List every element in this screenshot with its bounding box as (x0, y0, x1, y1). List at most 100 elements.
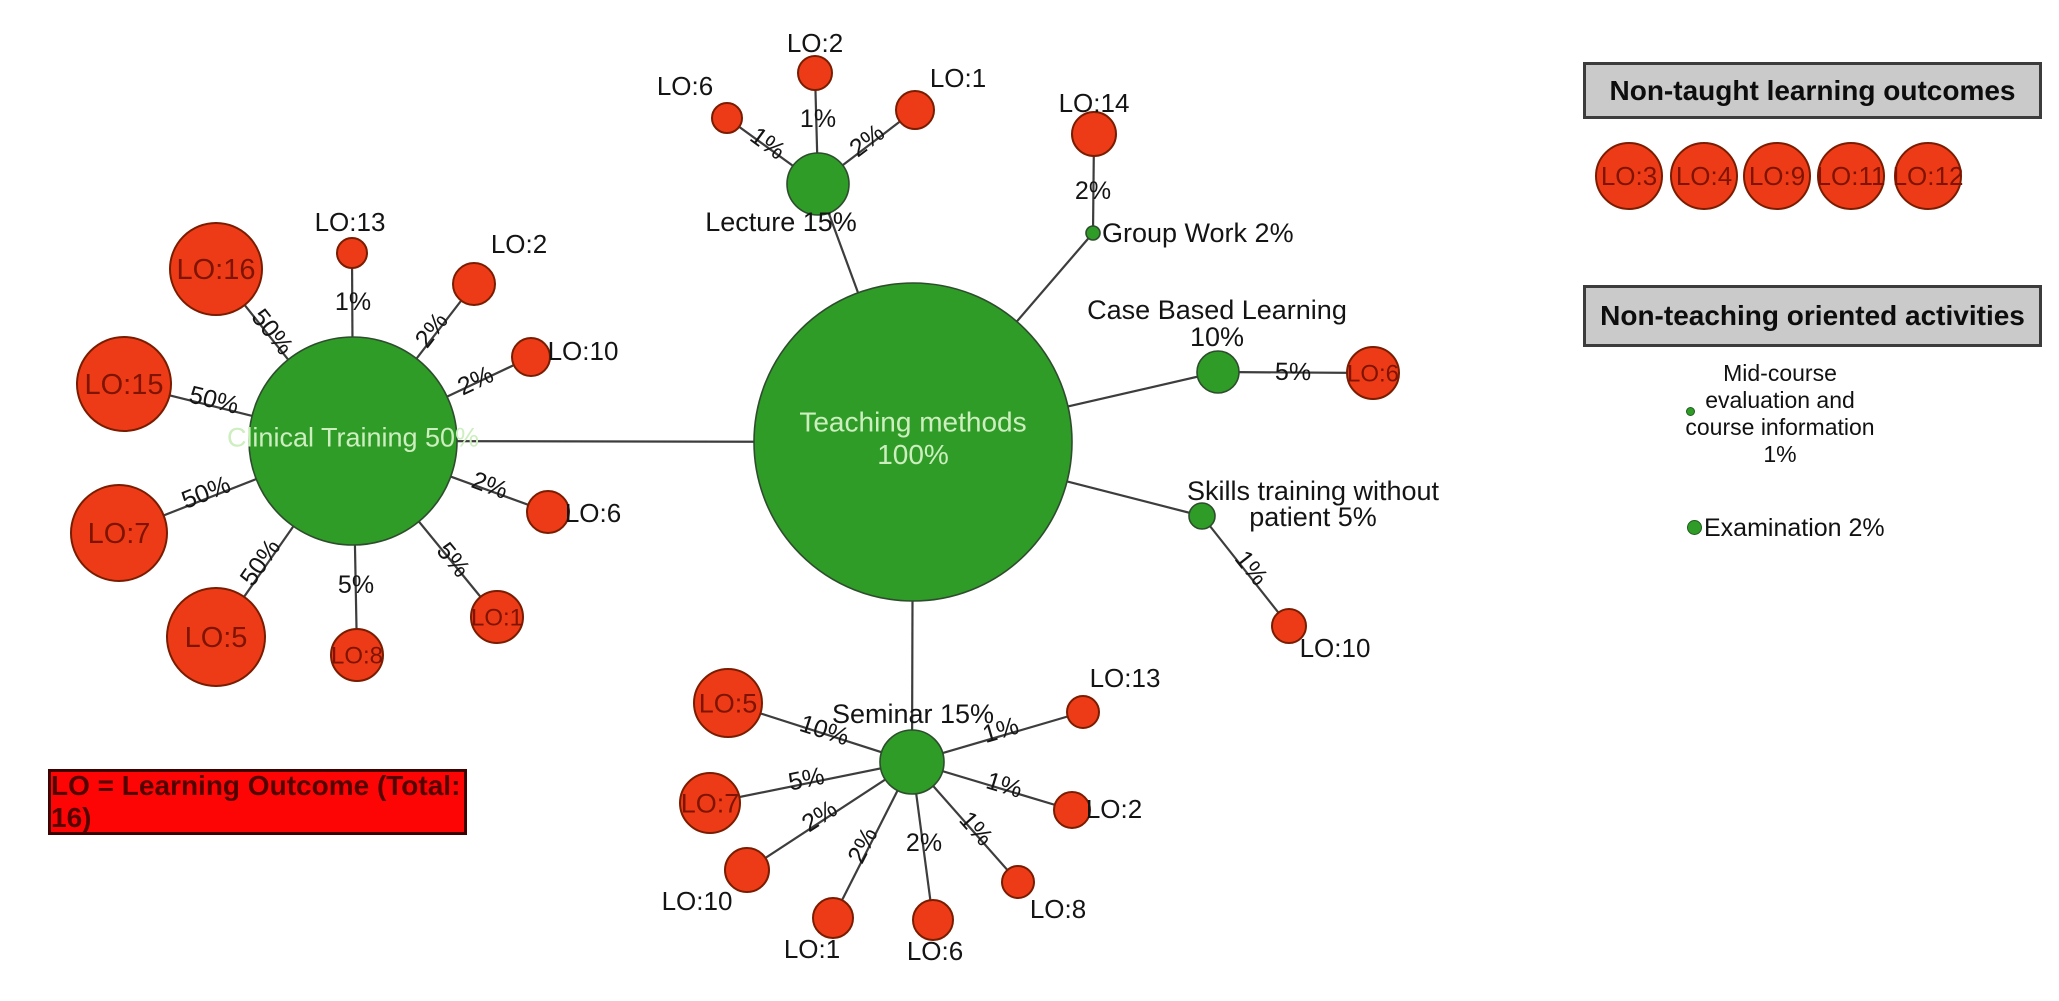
outcome-node-lo2 (452, 262, 496, 306)
edge-label-clinical-lo7: 50% (178, 470, 235, 514)
edge-label-clinical-lo16: 50% (246, 304, 299, 361)
mid-course-line-1: Mid-course (1723, 360, 1837, 386)
outcome-node-lo1 (470, 590, 524, 644)
diagram-label-18: LO:10 (662, 886, 733, 916)
mid-course-activity-dot (1686, 407, 1695, 416)
edge-seminar-sem_lo7 (709, 760, 913, 805)
outcome-node-lo15 (76, 336, 172, 432)
outcome-node-sem_lo8 (1001, 865, 1035, 899)
method-node-casebased (1196, 350, 1240, 394)
non-teaching-header: Non-teaching oriented activities (1583, 285, 2042, 347)
mid-course-line-3: course information (1685, 414, 1875, 440)
outcome-node-sem_lo1 (812, 897, 854, 939)
diagram-label-21: LO:8 (1030, 894, 1086, 924)
node-label-lo1: LO:1 (471, 604, 523, 631)
method-node-skills (1188, 502, 1216, 530)
mid-course-activity-label: Mid-course evaluation and course informa… (1630, 360, 1930, 468)
edge-label-clinical-lo10: 2% (453, 360, 498, 401)
method-node-teaching (753, 282, 1073, 602)
diagram-label-4: Skills training without (1187, 476, 1440, 506)
non-taught-lo-circle-3: LO:9 (1743, 142, 1811, 210)
edge-skills-s_lo10 (1201, 515, 1290, 627)
diagram-label-10: LO:6 (565, 498, 621, 528)
outcome-node-lo5 (166, 587, 266, 687)
edge-label-seminar-sem_lo10: 2% (797, 795, 843, 838)
diagram-label-2: Case Based Learning (1087, 295, 1347, 325)
node-label-sem_lo5: LO:5 (699, 688, 758, 718)
edge-label-seminar-sem_lo7: 5% (786, 762, 827, 797)
outcome-node-lo7 (70, 484, 168, 582)
diagram-label-8: LO:2 (491, 229, 547, 259)
outcome-node-lo16 (169, 222, 263, 316)
outcome-node-sem_lo10 (724, 847, 770, 893)
diagram-label-13: LO:1 (930, 63, 986, 93)
non-taught-lo-circle-2: LO:4 (1670, 142, 1738, 210)
method-node-groupwork (1085, 225, 1101, 241)
outcome-node-lo6 (526, 490, 570, 534)
non-teaching-header-label: Non-teaching oriented activities (1600, 300, 2025, 331)
node-label-c_lo6: LO:6 (1347, 360, 1399, 387)
mid-course-line-2: evaluation and (1705, 387, 1855, 413)
diagram-label-12: LO:2 (787, 28, 843, 58)
outcome-node-sem_lo6 (912, 899, 954, 941)
diagram-label-0: Lecture 15% (705, 207, 857, 237)
diagram-label-15: LO:10 (1300, 633, 1371, 663)
node-label-teaching-line2: 100% (877, 439, 949, 470)
edge-label-lecture-l_lo2: 1% (800, 105, 836, 133)
outcome-node-s_lo10 (1271, 608, 1307, 644)
examination-activity-dot (1687, 520, 1702, 535)
method-node-clinical (248, 336, 458, 546)
edge-label-seminar-sem_lo6: 2% (906, 829, 942, 857)
diagram-label-14: LO:14 (1059, 88, 1130, 118)
edge-label-lecture-l_lo1: 2% (844, 119, 890, 163)
edge-label-clinical-lo6: 2% (468, 466, 512, 505)
outcome-node-c_lo6 (1346, 346, 1400, 400)
non-taught-header: Non-taught learning outcomes (1583, 62, 2042, 119)
lo-legend-box: LO = Learning Outcome (Total: 16) (48, 769, 467, 835)
node-label-sem_lo7: LO:7 (681, 788, 740, 818)
edge-label-clinical-lo15: 50% (186, 381, 241, 420)
outcome-node-sem_lo13 (1066, 695, 1100, 729)
outcome-node-l_lo1 (895, 90, 935, 130)
node-label-teaching-line1: Teaching methods (799, 407, 1026, 438)
diagram-label-1: Group Work 2% (1102, 218, 1294, 248)
diagram-label-19: LO:1 (784, 934, 840, 964)
method-node-seminar (879, 729, 945, 795)
non-taught-lo-circle-1: LO:3 (1595, 142, 1663, 210)
outcome-node-g_lo14 (1071, 111, 1117, 157)
diagram-label-20: LO:6 (907, 936, 963, 966)
outcome-node-lo8 (330, 628, 384, 682)
node-label-clinical-line1: Clinical Training 50% (227, 422, 479, 452)
non-taught-lo-circle-4: LO:11 (1817, 142, 1885, 210)
diagram-label-3: 10% (1190, 322, 1244, 352)
edge-label-clinical-lo2: 2% (410, 307, 454, 353)
diagram-label-5: patient 5% (1249, 502, 1377, 532)
mid-course-line-4: 1% (1763, 441, 1797, 467)
diagram-label-17: LO:2 (1086, 794, 1142, 824)
edge-label-clinical-lo13: 1% (335, 288, 371, 316)
edge-label-casebased-c_lo6: 5% (1275, 358, 1311, 386)
outcome-node-l_lo6 (711, 102, 743, 134)
outcome-node-sem_lo7 (679, 772, 741, 834)
edge-label-clinical-lo5: 50% (235, 534, 287, 591)
node-label-lo8: LO:8 (331, 642, 383, 669)
method-node-lecture (786, 152, 850, 216)
outcome-node-sem_lo2 (1053, 791, 1091, 829)
edge-label-seminar-sem_lo2: 1% (983, 767, 1026, 804)
outcome-node-l_lo2 (797, 55, 833, 91)
diagram-label-9: LO:10 (548, 336, 619, 366)
outcome-node-sem_lo5 (693, 668, 763, 738)
node-label-lo5: LO:5 (185, 622, 248, 654)
node-label-lo15: LO:15 (85, 369, 164, 401)
edge-label-seminar-sem_lo8: 1% (954, 806, 999, 852)
edge-label-groupwork-g_lo14: 2% (1075, 177, 1111, 205)
outcome-node-lo10 (511, 337, 551, 377)
non-taught-header-label: Non-taught learning outcomes (1609, 74, 2016, 106)
edge-seminar-sem_lo10 (746, 761, 913, 871)
outcome-node-lo13 (336, 237, 368, 269)
node-label-lo7: LO:7 (88, 518, 151, 550)
diagram-label-6: Seminar 15% (832, 699, 994, 729)
diagram-label-16: LO:13 (1090, 663, 1161, 693)
